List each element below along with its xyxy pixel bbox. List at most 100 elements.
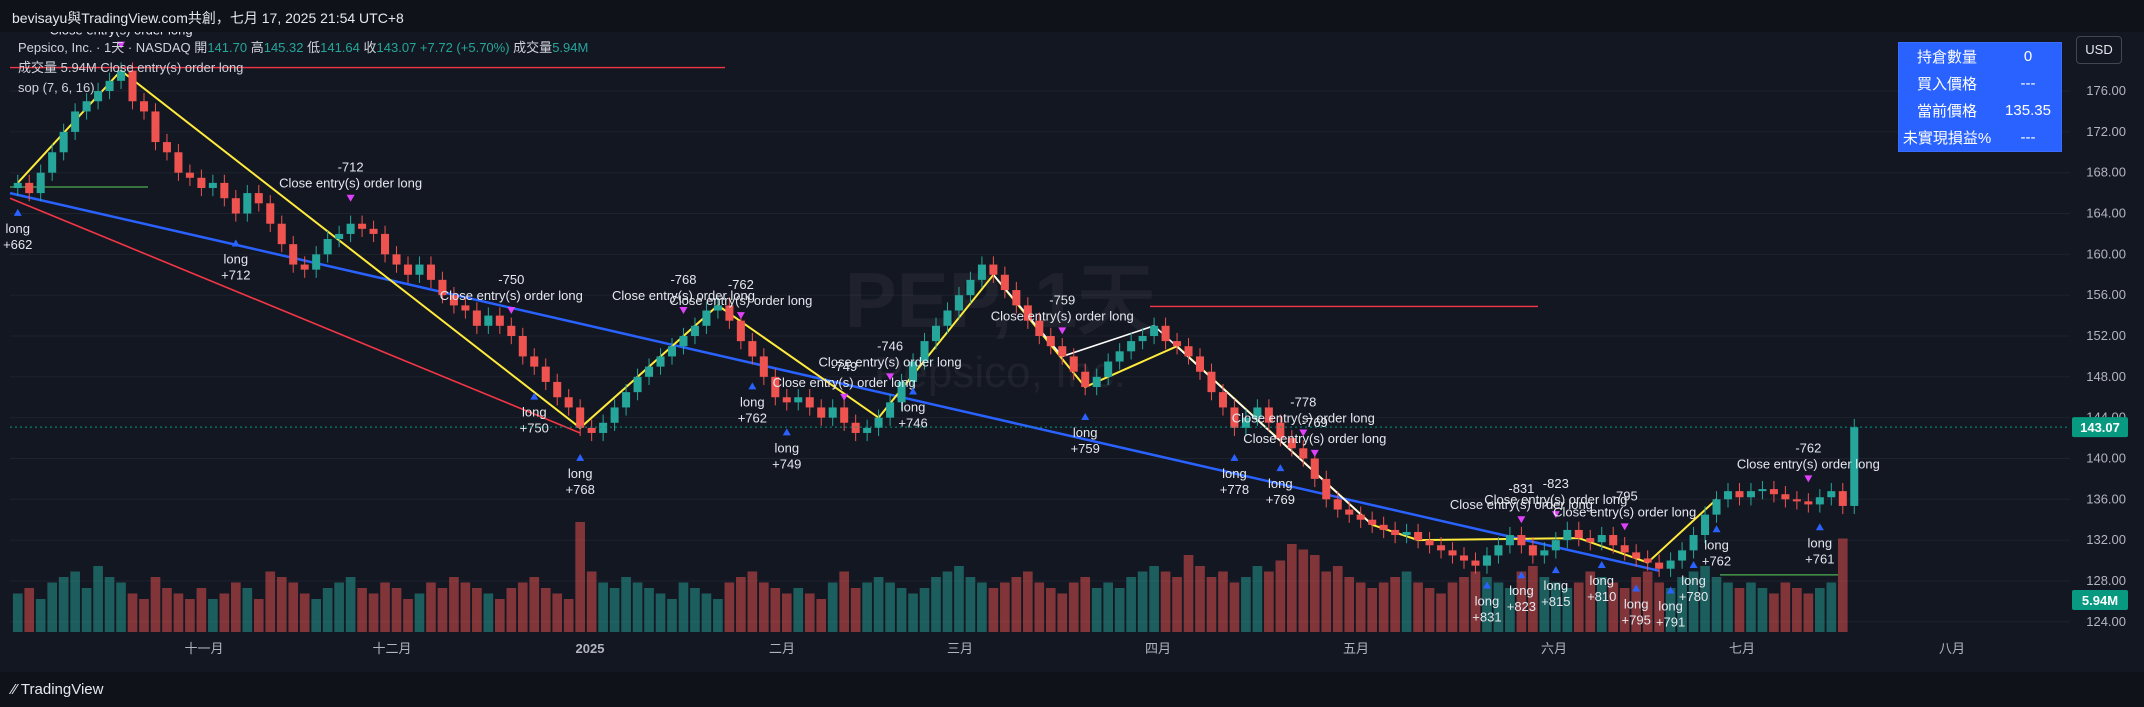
buy-arrow-icon [1815,523,1824,531]
volume-bar [1470,571,1481,632]
trade-label: long [522,405,547,420]
candle-body [1701,514,1710,536]
legend-close-label: 收 [363,40,377,55]
sell-arrow-icon [886,373,895,381]
buy-arrow-icon [782,428,791,436]
buy-arrow-icon [1689,561,1698,569]
trade-label: Close entry(s) order long [1243,431,1386,446]
volume-bar [506,588,517,632]
candle-body [1838,491,1847,506]
trade-pnl: -778 [1290,394,1316,409]
volume-bar [1126,577,1136,632]
volume-bar [1505,588,1515,632]
candle-body [220,182,229,199]
volume-bar [1528,566,1538,632]
volume-bar [827,582,838,632]
candle-body [977,264,986,280]
volume-bar [632,582,643,632]
candle-body [1035,320,1044,336]
price-chart[interactable]: PEP, 1天 Pepsico, Inc. long+662-662Close … [0,7,2144,672]
buy-arrow-icon [231,239,240,247]
trade-pnl: -823 [1543,476,1569,491]
buy-arrow-icon [909,387,918,395]
volume-bar [563,599,574,632]
volume-bar [1344,577,1355,632]
legend-indicator[interactable]: sop (7, 6, 16) [18,80,95,95]
sell-arrow-icon [117,41,126,49]
legend-low-label: 低 [307,40,321,55]
volume-bar [816,599,827,632]
legend-symbol: Pepsico, Inc. · 1天 · NASDAQ [18,40,191,55]
trade-label: long [1475,593,1500,608]
price-tick-label: 128.00 [2086,573,2126,588]
trade-pnl: +746 [898,416,927,431]
candle-body [1815,497,1824,505]
brand-label: TradingView [20,681,104,698]
legend-open: 141.70 [207,40,248,55]
title-bar: bevisayu與TradingView.com共創，七月 17, 2025 2… [0,0,2144,32]
candle-body [185,172,194,178]
candle-body [48,152,57,173]
trade-pnl: +780 [1679,589,1708,604]
price-tick-label: 148.00 [2086,369,2126,384]
candle-body [1264,407,1273,423]
trade-label: long [740,394,765,409]
legend-row-2: 成交量 5.94M Close entry(s) order long [18,60,244,75]
volume-bar [334,582,344,632]
candle-body [943,310,952,326]
candle-body [1459,555,1469,561]
candle-body [748,341,757,357]
sell-arrow-icon [1551,511,1560,519]
trade-pnl: +749 [772,456,801,471]
sell-arrow-icon [840,393,849,401]
candle-body [1620,545,1629,553]
position-label: 持倉數量 [1916,49,1977,66]
candle-body [1655,562,1664,569]
currency-button[interactable]: USD [2076,36,2122,64]
volume-bar [1826,582,1837,632]
time-tick-label: 2025 [576,641,605,656]
volume-bar [1183,555,1194,632]
candle-body [1551,540,1560,551]
candle-body [1540,550,1549,556]
volume-bar [1287,544,1297,632]
candle-body [886,402,895,418]
trade-label: long [1681,573,1706,588]
trade-markers: long+662-662Close entry(s) order longlon… [3,7,1880,630]
candle-body [36,172,45,194]
candle-body [1379,524,1388,530]
chart-area[interactable]: PEP, 1天 Pepsico, Inc. long+662-662Close … [0,7,2144,672]
candle-body [266,203,275,224]
candle-body [174,152,183,173]
candle-body [909,361,918,382]
trade-pnl: +750 [520,421,549,436]
candle-body [759,356,768,377]
candle-body [1517,535,1526,546]
candle-body [690,325,699,336]
volume-bar [162,588,172,632]
volume-bar [1459,577,1469,632]
buy-arrow-icon [1517,571,1526,579]
tradingview-logo[interactable]: ⁄⁄ TradingView [12,681,104,698]
candle-body [1505,535,1514,546]
candle-body [128,70,137,102]
candle-body [1425,540,1434,546]
volume-bar [1803,593,1814,632]
trade-label: Close entry(s) order long [1484,492,1627,507]
volume-bar [1792,588,1802,632]
volume-bar [1091,588,1102,632]
volume-bar [1665,588,1676,632]
candle-body [1046,336,1055,347]
volume-bar [1654,582,1664,632]
volume-bar [690,588,700,632]
volume-bar [1080,577,1091,632]
candle-body [1195,356,1205,372]
buy-arrow-icon [748,382,757,390]
volume-bar [1355,582,1366,632]
volume-bar [609,588,620,632]
candle-body [1609,535,1618,546]
candle-body [1230,407,1239,428]
volume-bar [1413,582,1423,632]
trade-pnl: -762 [728,277,754,292]
candle-body [518,336,527,357]
